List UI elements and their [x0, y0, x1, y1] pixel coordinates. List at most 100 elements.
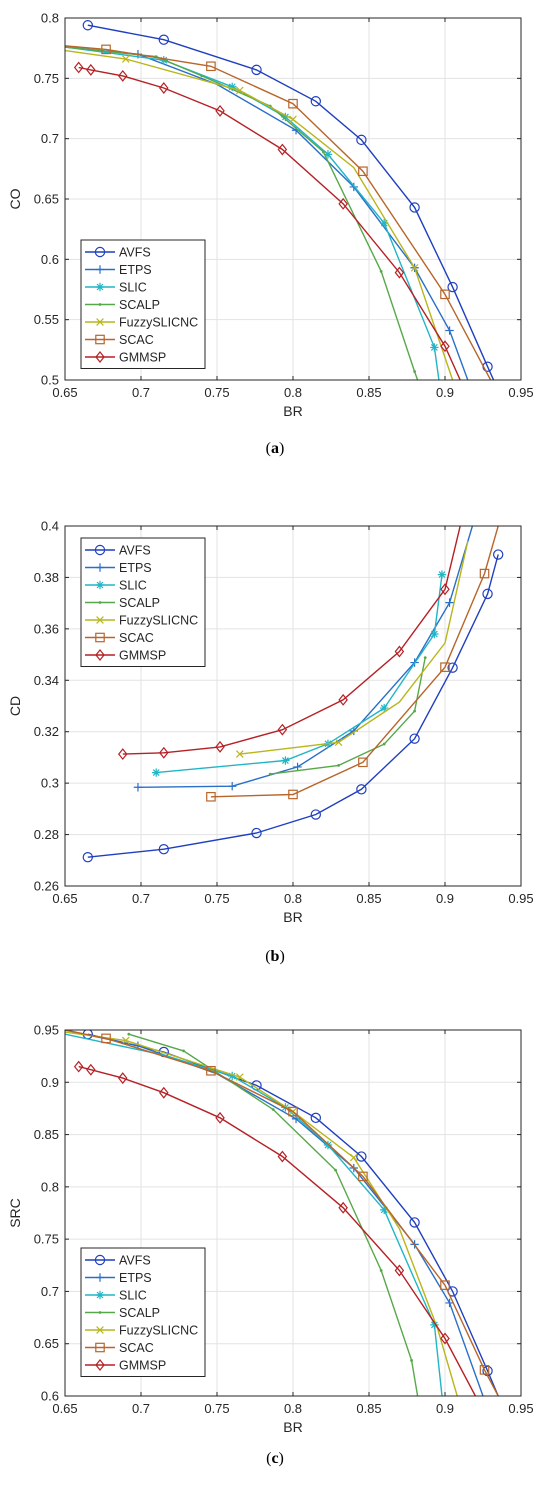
series-line-fuzzyslicnc — [65, 1031, 458, 1396]
data-point-avfs — [409, 202, 420, 213]
data-point-scalp — [413, 370, 416, 373]
legend-label: GMMSP — [119, 351, 166, 365]
legend-label: GMMSP — [119, 1359, 166, 1373]
data-point-scac — [440, 289, 450, 300]
series-scac — [65, 44, 492, 380]
legend-box — [80, 1247, 206, 1377]
series-scac — [65, 1030, 499, 1396]
data-point-fuzzyslicnc — [349, 1153, 358, 1162]
legend-marker — [95, 1290, 105, 1300]
data-point-slic — [437, 570, 447, 579]
data-point-scalp — [182, 1049, 185, 1053]
data-point-scac — [358, 757, 368, 768]
ticks: 0.65 0.7 0.75 0.8 0.85 0.9 0.95 0.26 0.28 0.3 0.32… — [34, 519, 534, 907]
series-line-avfs — [87, 554, 499, 858]
x-axis-label: BR — [283, 1419, 302, 1435]
series-gmmsp — [73, 61, 461, 380]
data-point-etps — [445, 598, 454, 607]
x-tick-label: 0.65 — [52, 891, 77, 906]
legend-item-gmmsp: GMMSP — [85, 1359, 166, 1373]
series-line-etps — [65, 46, 469, 380]
legend-marker — [95, 649, 105, 661]
legend-item-scalp: SCALP — [85, 596, 160, 610]
series-line-slic — [65, 1033, 443, 1396]
data-point-etps — [293, 762, 302, 772]
data-point-slic — [430, 343, 439, 352]
legend-item-scac: SCAC — [85, 1341, 154, 1355]
y-tick-label: 0.4 — [41, 519, 59, 534]
legend-item-fuzzyslicnc: FuzzySLICNC — [85, 614, 198, 628]
ticks: 0.65 0.7 0.75 0.8 0.85 0.9 0.95 0.5 0.55 0.6 0.65 0… — [34, 11, 534, 401]
data-point-gmmsp — [338, 693, 348, 706]
data-point-avfs — [251, 64, 262, 76]
legend-marker — [96, 318, 104, 326]
data-point-avfs — [82, 20, 94, 31]
data-point-avfs — [310, 809, 321, 820]
data-point-avfs — [356, 134, 367, 146]
data-point-slic — [281, 756, 290, 765]
data-point-scalp — [334, 1168, 337, 1172]
series-line-slic — [156, 574, 443, 774]
data-point-fuzzyslicnc — [334, 738, 343, 747]
y-tick-label: 0.65 — [34, 1336, 59, 1351]
y-tick-label: 0.36 — [34, 621, 59, 636]
legend-item-slic: SLIC — [85, 281, 147, 295]
data-point-gmmsp — [338, 197, 348, 210]
x-tick-label: 0.65 — [52, 1401, 77, 1416]
data-point-gmmsp — [73, 61, 84, 74]
data-point-slic — [380, 1205, 389, 1215]
y-tick-label: 0.6 — [41, 252, 59, 267]
series-line-scac — [210, 526, 499, 798]
legend-marker — [95, 1342, 105, 1353]
series-line-scalp — [65, 46, 419, 380]
x-tick-label: 0.95 — [508, 385, 533, 400]
series-scalp — [127, 1032, 419, 1396]
y-tick-label: 0.26 — [34, 879, 59, 894]
legend-item-gmmsp: GMMSP — [85, 649, 166, 663]
panel-label: a — [271, 440, 279, 457]
legend-label: ETPS — [119, 263, 152, 277]
data-point-scac — [206, 1065, 216, 1076]
data-point-scac — [206, 791, 216, 802]
series-line-scac — [65, 45, 492, 380]
y-tick-label: 0.5 — [41, 373, 59, 388]
data-point-gmmsp — [394, 1264, 405, 1277]
legend-marker — [95, 632, 105, 643]
data-point-fuzzyslicnc — [410, 263, 419, 272]
legend-item-fuzzyslicnc: FuzzySLICNC — [85, 1324, 198, 1338]
panel-caption-c: (c) — [266, 1450, 284, 1467]
figure-panel-a: 0.65 0.7 0.75 0.8 0.85 0.9 0.95 0.5 0.55 0.6 0.65 0… — [0, 0, 550, 470]
data-point-slic — [228, 82, 237, 91]
legend-item-gmmsp: GMMSP — [85, 351, 166, 365]
data-point-slic — [281, 112, 290, 122]
data-point-gmmsp — [277, 723, 288, 736]
legend-item-fuzzyslicnc: FuzzySLICNC — [85, 316, 198, 330]
x-tick-label: 0.75 — [204, 891, 229, 906]
legend: AVFS ETPS SLIC SCALP FuzzySLICNC SCAC GMMSP — [80, 239, 206, 369]
chart-src: 0.65 0.7 0.75 0.8 0.85 0.9 0.950.60.650.70.750… — [7, 1023, 534, 1436]
data-point-fuzzyslicnc — [289, 115, 297, 124]
data-point-scac — [479, 568, 490, 579]
data-point-gmmsp — [215, 1111, 225, 1124]
series-fuzzyslicnc — [65, 49, 454, 380]
data-point-gmmsp — [117, 69, 128, 82]
data-point-slic — [430, 629, 439, 639]
legend-label: FuzzySLICNC — [119, 614, 198, 628]
y-tick-label: 0.9 — [41, 1075, 59, 1090]
panel-caption-b: (b) — [265, 948, 285, 965]
legend-marker — [98, 1311, 102, 1314]
y-axis-label: CD — [7, 696, 23, 716]
series-line-gmmsp — [122, 526, 461, 755]
legend-label: ETPS — [119, 561, 152, 575]
data-point-fuzzyslicnc — [235, 750, 244, 758]
legend-marker — [95, 1273, 105, 1282]
data-point-gmmsp — [440, 583, 450, 596]
series-group — [82, 526, 504, 863]
data-point-scalp — [268, 772, 272, 776]
legend-marker — [94, 544, 106, 556]
data-point-scac — [479, 1365, 490, 1375]
y-tick-label: 0.65 — [34, 192, 59, 207]
data-point-scalp — [127, 1032, 131, 1036]
legend-marker — [95, 580, 105, 590]
data-point-etps — [445, 1298, 454, 1308]
